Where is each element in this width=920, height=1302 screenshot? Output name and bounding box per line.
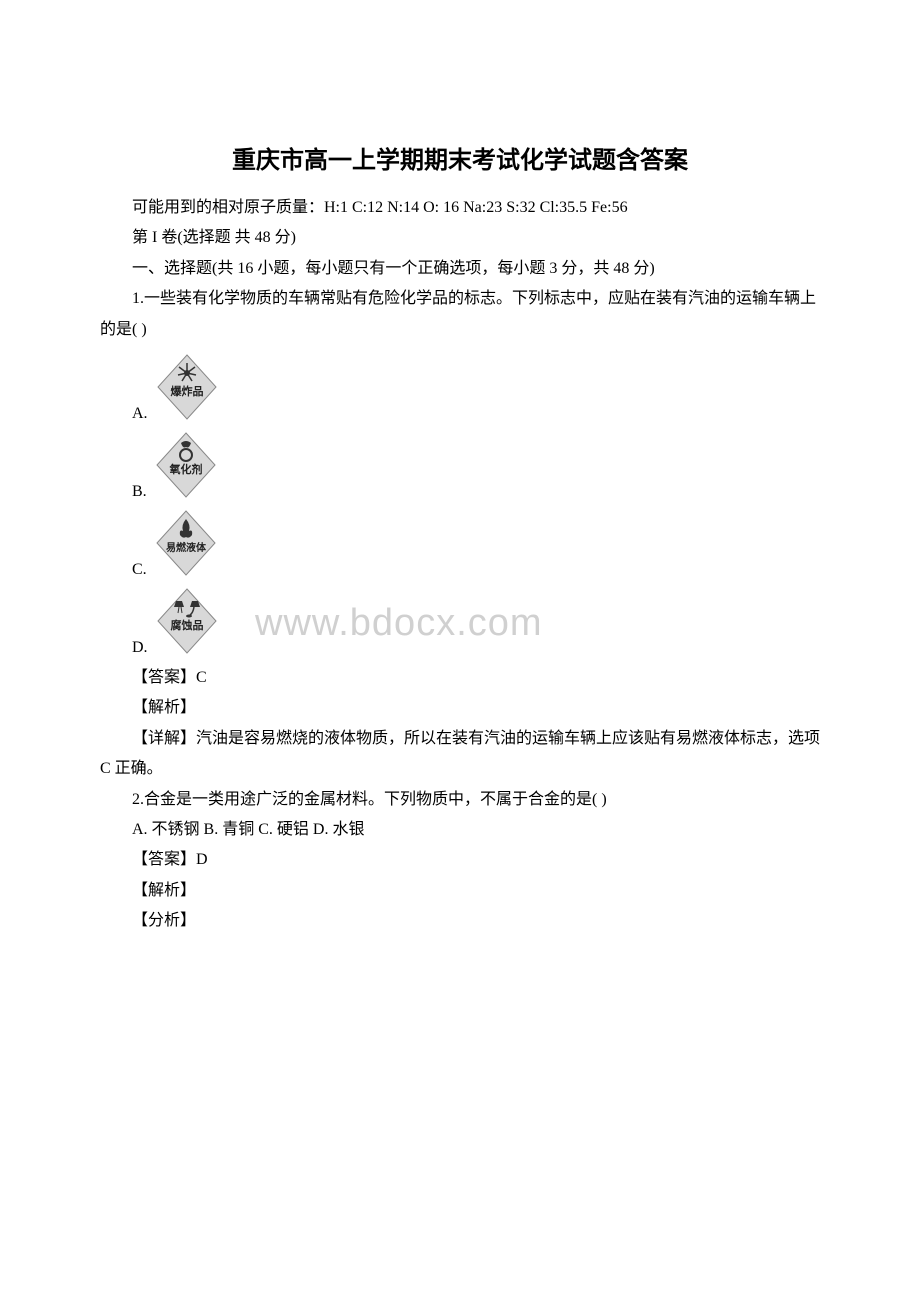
q1-option-b-label: B. xyxy=(132,483,147,501)
q1-option-c-label: C. xyxy=(132,561,147,579)
section-1-header: 第 I 卷(选择题 共 48 分) xyxy=(100,223,820,253)
icon-label-corrosive: 腐蚀品 xyxy=(170,618,203,632)
q2-analysis-label: 【解析】 xyxy=(100,876,820,906)
oxidizer-icon: 氧化剂 xyxy=(153,429,219,501)
q2-options: A. 不锈钢 B. 青铜 C. 硬铝 D. 水银 xyxy=(100,815,820,845)
q1-details: 【详解】汽油是容易燃烧的液体物质，所以在装有汽油的运输车辆上应该贴有易燃液体标志… xyxy=(100,724,820,785)
q1-option-a-label: A. xyxy=(132,405,148,423)
icon-label-flammable: 易燃液体 xyxy=(166,541,207,554)
q1-option-a: A. 爆炸品 xyxy=(100,351,820,423)
q1-analysis-label: 【解析】 xyxy=(100,693,820,723)
explosive-icon: 爆炸品 xyxy=(154,351,220,423)
q1-answer: 【答案】C xyxy=(100,663,820,693)
page-title: 重庆市高一上学期期末考试化学试题含答案 xyxy=(100,140,820,175)
flammable-liquid-icon: 易燃液体 xyxy=(153,507,219,579)
q2-analysis2-label: 【分析】 xyxy=(100,906,820,936)
instructions-line: 一、选择题(共 16 小题，每小题只有一个正确选项，每小题 3 分，共 48 分… xyxy=(100,254,820,284)
q1-option-b: B. 氧化剂 xyxy=(100,429,820,501)
q2-answer: 【答案】D xyxy=(100,845,820,875)
q1-option-d-label: D. xyxy=(132,639,148,657)
q2-text: 2.合金是一类用途广泛的金属材料。下列物质中，不属于合金的是( ) xyxy=(100,785,820,815)
icon-label-oxidizer: 氧化剂 xyxy=(168,462,202,476)
atomic-mass-line: 可能用到的相对原子质量：H:1 C:12 N:14 O: 16 Na:23 S:… xyxy=(100,193,820,223)
q1-option-c: C. 易燃液体 xyxy=(100,507,820,579)
q1-text: 1.一些装有化学物质的车辆常贴有危险化学品的标志。下列标志中，应贴在装有汽油的运… xyxy=(100,284,820,345)
corrosive-icon: 腐蚀品 xyxy=(154,585,220,657)
icon-label-explosive: 爆炸品 xyxy=(170,384,203,398)
q1-option-d: D. 腐蚀品 xyxy=(100,585,820,657)
